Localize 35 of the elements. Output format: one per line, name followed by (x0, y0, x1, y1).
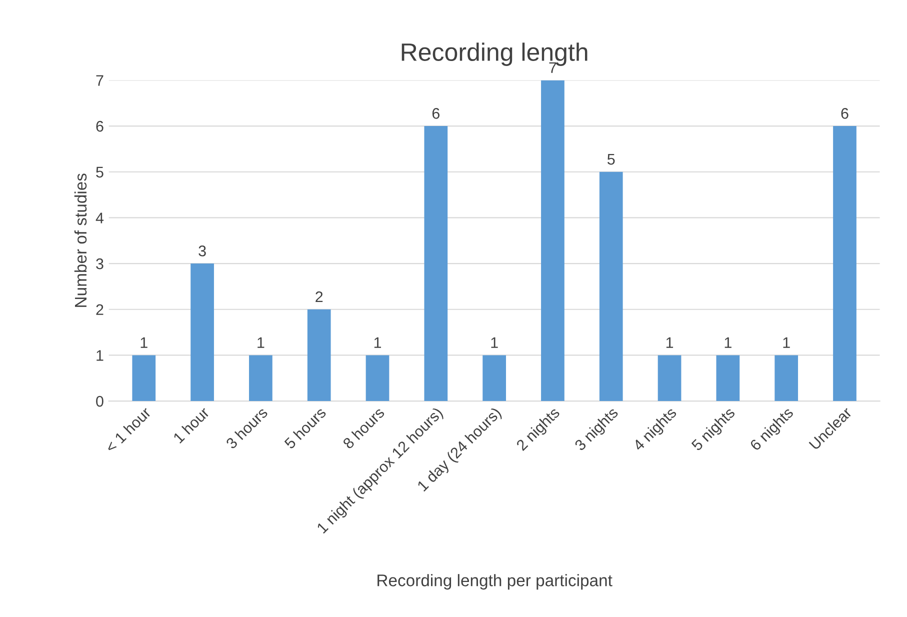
y-tick-label: 0 (96, 396, 104, 407)
data-label: 1 (374, 337, 382, 348)
bar (833, 126, 856, 402)
y-tick-label: 3 (96, 258, 104, 270)
data-label: 2 (316, 291, 323, 302)
bar (541, 80, 564, 402)
y-axis-title: Number of studies (74, 174, 87, 307)
data-label: 6 (432, 108, 440, 119)
bar (190, 264, 214, 402)
y-tick-label: 7 (96, 75, 104, 86)
y-tick-label: 2 (96, 304, 104, 315)
bar (716, 355, 740, 402)
bar (132, 355, 156, 402)
y-tick-label: 5 (96, 166, 104, 178)
bar (307, 309, 331, 402)
data-label: 1 (258, 337, 264, 348)
y-tick-label: 1 (96, 350, 104, 361)
data-label: 6 (841, 108, 848, 119)
bar (482, 355, 506, 402)
data-label: 3 (198, 246, 206, 256)
data-label: 1 (724, 337, 732, 348)
data-label: 5 (607, 154, 615, 165)
data-label: 1 (491, 337, 498, 348)
bar (424, 126, 448, 402)
x-axis-title: Recording length per participant (378, 574, 612, 590)
bar (599, 172, 623, 402)
y-tick-label: 6 (96, 120, 104, 132)
bar (249, 355, 272, 402)
data-label: 1 (666, 337, 674, 348)
y-tick-label: 4 (96, 212, 104, 224)
data-label: 1 (783, 337, 790, 348)
bar (658, 355, 682, 402)
bar (774, 355, 798, 402)
bar (366, 355, 390, 402)
data-label: 1 (140, 337, 148, 348)
